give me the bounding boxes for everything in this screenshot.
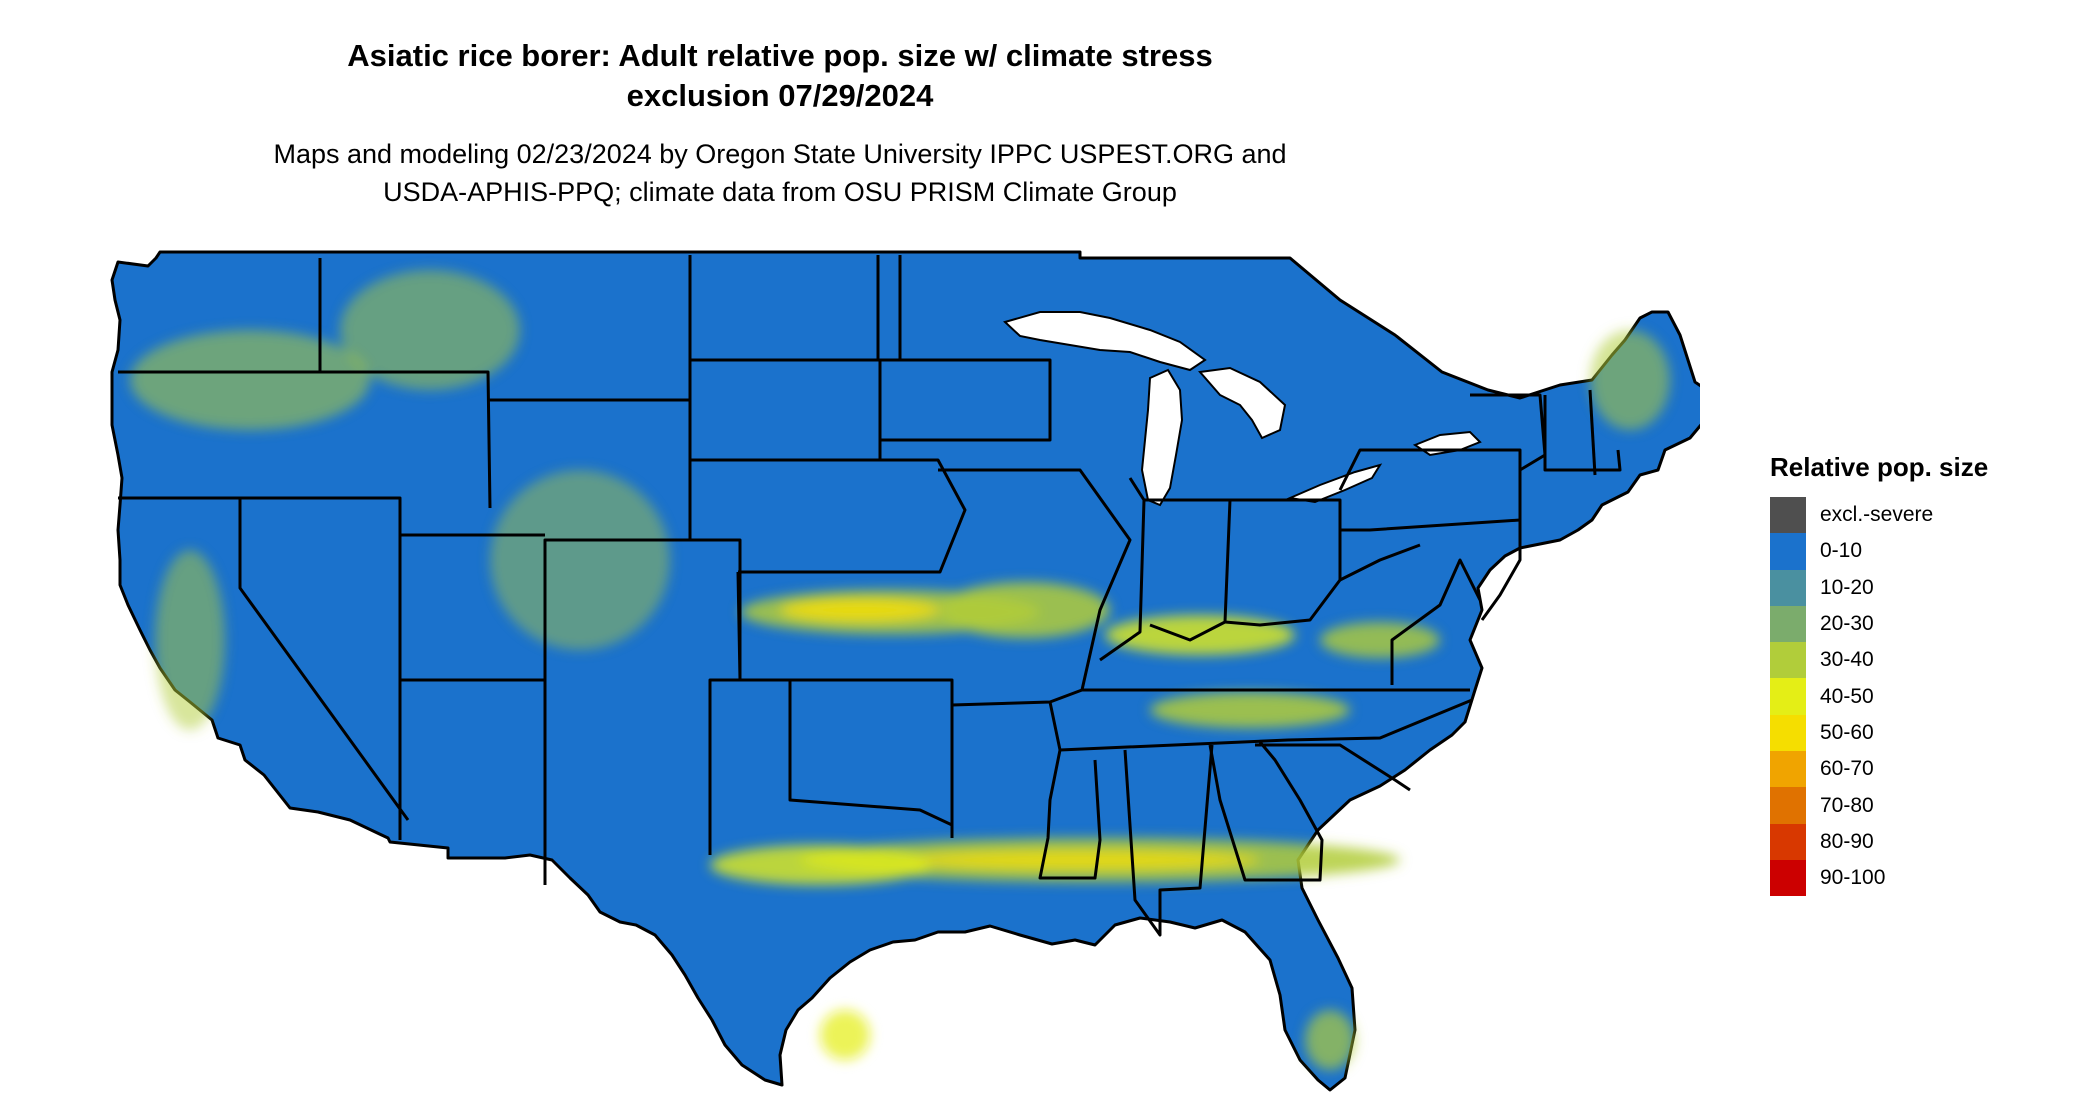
legend-label: 30-40 <box>1820 648 1874 672</box>
legend-item: 0-10 <box>1770 533 1988 570</box>
legend-swatch <box>1770 642 1806 679</box>
legend-item: 70-80 <box>1770 787 1988 824</box>
state-borders <box>118 255 1622 937</box>
lake-huron <box>1198 366 1287 440</box>
patch-pacific-northwest <box>130 330 370 430</box>
patch-utah-colorado <box>490 470 670 650</box>
patch-missouri-illinois <box>940 582 1110 638</box>
patch-texas-south <box>820 1010 870 1060</box>
patch-new-england <box>1590 330 1670 430</box>
legend-label: excl.-severe <box>1820 503 1934 527</box>
legend-swatch <box>1770 605 1806 643</box>
patch-idaho-montana <box>340 270 520 390</box>
legend-item: 10-20 <box>1770 569 1988 606</box>
legend-items: excl.-severe 0-10 10-20 20-30 30-40 40-50 50-6… <box>1770 497 1988 897</box>
patch-tennessee <box>1150 692 1350 728</box>
legend-label: 40-50 <box>1820 684 1874 708</box>
legend-item: 60-70 <box>1770 751 1988 788</box>
title-line-2: exclusion 07/29/2024 <box>626 78 934 113</box>
map-subtitle: Maps and modeling 02/23/2024 by Oregon S… <box>0 135 1560 211</box>
legend-swatch <box>1770 678 1806 715</box>
legend-item: 30-40 <box>1770 642 1988 679</box>
legend-item: 20-30 <box>1770 605 1988 643</box>
legend-swatch <box>1770 569 1806 606</box>
title-line-1: Asiatic rice borer: Adult relative pop. … <box>347 38 1213 73</box>
legend-swatch <box>1770 751 1806 788</box>
legend-label: 80-90 <box>1820 829 1874 853</box>
legend-label: 0-10 <box>1820 539 1863 563</box>
legend-label: 20-30 <box>1820 612 1874 636</box>
patch-gulf-coast-core <box>900 850 1260 870</box>
legend-label: 10-20 <box>1820 575 1874 599</box>
legend-title: Relative pop. size <box>1770 452 1989 482</box>
patch-kansas-core <box>780 598 940 622</box>
legend-label: 70-80 <box>1820 793 1874 817</box>
us-outline <box>110 250 1700 1092</box>
patch-virginia <box>1320 622 1440 658</box>
us-map <box>110 250 1700 1092</box>
legend: Relative pop. size excl.-severe 0-10 10-20… <box>1770 452 1989 897</box>
legend-label: 50-60 <box>1820 720 1874 744</box>
legend-item: 80-90 <box>1770 823 1988 860</box>
lake-superior <box>1003 311 1207 372</box>
lake-michigan <box>1140 368 1184 507</box>
map-title: Asiatic rice borer: Adult relative pop. … <box>0 36 1560 116</box>
subtitle-line-1: Maps and modeling 02/23/2024 by Oregon S… <box>273 139 1287 169</box>
patch-texas-north <box>710 845 930 885</box>
legend-swatch <box>1770 714 1806 752</box>
legend-swatch <box>1770 859 1806 897</box>
legend-item: excl.-severe <box>1770 497 1988 534</box>
legend-item: 50-60 <box>1770 714 1988 752</box>
great-lakes <box>1003 311 1482 507</box>
legend-swatch <box>1770 823 1806 860</box>
legend-swatch <box>1770 497 1806 534</box>
legend-swatch <box>1770 787 1806 824</box>
legend-label: 60-70 <box>1820 757 1874 781</box>
legend-swatch <box>1770 533 1806 570</box>
patch-florida <box>1305 1010 1355 1070</box>
subtitle-line-2: USDA-APHIS-PPQ; climate data from OSU PR… <box>383 177 1177 207</box>
legend-label: 90-100 <box>1820 866 1886 890</box>
legend-item: 40-50 <box>1770 678 1988 715</box>
legend-item: 90-100 <box>1770 859 1988 897</box>
patch-california-valley <box>155 550 225 730</box>
